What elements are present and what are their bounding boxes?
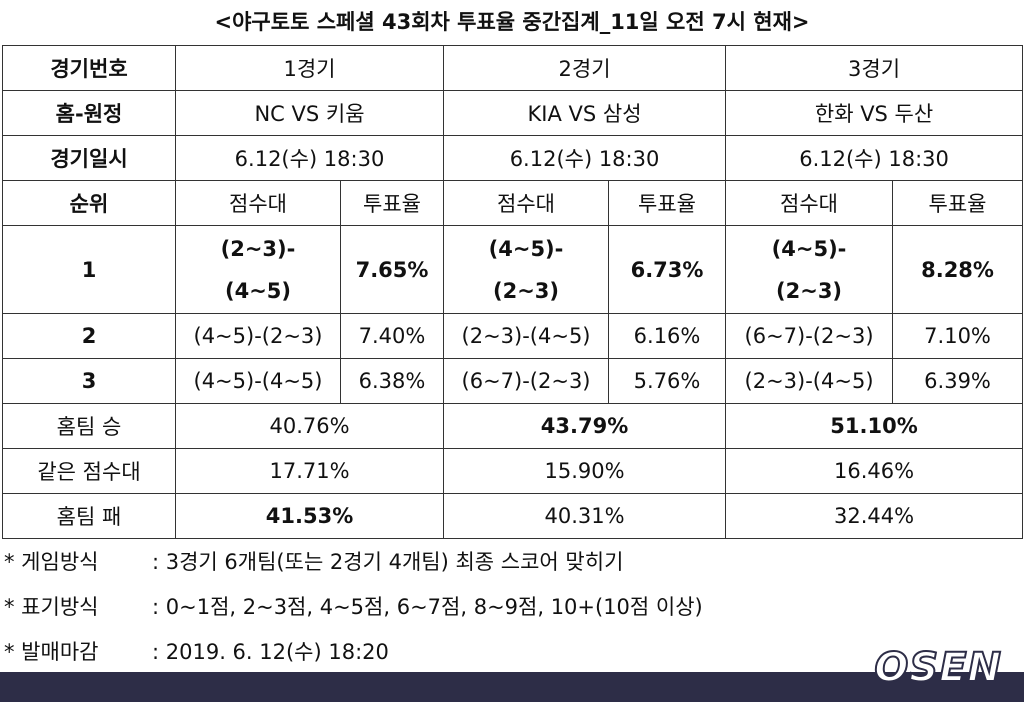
row-header: 경기일시 [2,135,176,181]
cell: 6.39% [892,358,1024,404]
cell: (4~5)-(2~3) [175,313,341,359]
row-header: 홈팀 패 [2,493,176,539]
cell: 7.65% [339,225,445,314]
cell: 43.79% [443,403,727,449]
cell: 6.12(수) 18:30 [174,135,445,181]
table-row: 홈팀 승 40.76% 43.79% 51.10% [2,403,1024,449]
cell: (2~3)-(4~5) [175,225,341,314]
note-text: : 0~1점, 2~3점, 4~5점, 6~7점, 8~9점, 10+(10점 … [152,595,703,619]
note-line: * 게임방식 : 3경기 6개팀(또는 2경기 4개팀) 최종 스코어 맞히기 [4,545,703,590]
footer-bar [0,672,1024,702]
row-header: 1 [2,225,176,314]
title: <야구토토 스페셜 43회차 투표율 중간집계_11일 오전 7시 현재> [214,10,810,34]
note-key: * 게임방식 [4,550,99,574]
cell: 투표율 [892,180,1024,226]
cell: 17.71% [174,448,445,494]
cell: 2경기 [443,45,727,91]
cell: (2~3)-(4~5) [443,313,610,359]
cell: 투표율 [339,180,445,226]
row-header: 홈-원정 [2,90,176,136]
table-row: 홈-원정 NC VS 키움 KIA VS 삼성 한화 VS 두산 [2,90,1024,136]
row-header: 같은 점수대 [2,448,176,494]
cell: KIA VS 삼성 [443,90,727,136]
cell: (4~5)-(4~5) [175,358,341,404]
note-line: * 발매마감 : 2019. 6. 12(수) 18:20 [4,635,703,680]
cell: 16.46% [725,448,1024,494]
cell: 5.76% [608,358,727,404]
table-row: 같은 점수대 17.71% 15.90% 16.46% [2,448,1024,494]
cell: 6.12(수) 18:30 [725,135,1024,181]
table-row: 3 (4~5)-(4~5) 6.38% (6~7)-(2~3) 5.76% (2~3)-(… [2,358,1024,404]
logo: OSEN [873,644,1002,692]
cell: 6.73% [608,225,727,314]
cell: (6~7)-(2~3) [443,358,610,404]
row-header: 3 [2,358,176,404]
notes: * 게임방식: 3경기 6개팀(또는 2경기 4개팀) 최종 스코어 맞히기 * … [4,545,703,680]
table-row: 경기일시 6.12(수) 18:30 6.12(수) 18:30 6.12(수) 18… [2,135,1024,181]
cell: 점수대 [175,180,341,226]
cell: 점수대 [725,180,894,226]
cell: 투표율 [608,180,727,226]
cell: NC VS 키움 [174,90,445,136]
cell: 32.44% [725,493,1024,539]
table-row: 2 (4~5)-(2~3) 7.40% (2~3)-(4~5) 6.16% (6~7)-(… [2,313,1024,359]
cell: 1경기 [174,45,445,91]
note-text: : 3경기 6개팀(또는 2경기 4개팀) 최종 스코어 맞히기 [152,550,624,574]
cell: 7.40% [339,313,445,359]
note-key: * 표기방식 [4,595,99,619]
cell-text: (2~3)-(4~5) [220,236,296,303]
cell: 41.53% [174,493,445,539]
vote-table: 경기번호 1경기 2경기 3경기 홈-원정 NC VS 키움 KIA VS 삼성 한화 VS … [2,45,1024,539]
table-row: 1 (2~3)-(4~5) 7.65% (4~5)-(2~3) 6.73% (4~5)-(… [2,225,1024,314]
cell: 8.28% [892,225,1024,314]
cell-text: (4~5)-(2~3) [488,236,564,303]
cell: 6.16% [608,313,727,359]
row-header: 홈팀 승 [2,403,176,449]
cell: (4~5)-(2~3) [725,225,894,314]
cell-text: (4~5)-(2~3) [771,236,847,303]
cell: (2~3)-(4~5) [725,358,894,404]
cell: 51.10% [725,403,1024,449]
cell: (6~7)-(2~3) [725,313,894,359]
cell: 15.90% [443,448,727,494]
cell: 6.12(수) 18:30 [443,135,727,181]
note-line: * 표기방식 : 0~1점, 2~3점, 4~5점, 6~7점, 8~9점, 10… [4,590,703,635]
table-row: 경기번호 1경기 2경기 3경기 [2,45,1024,91]
cell: 40.31% [443,493,727,539]
note-text: : 2019. 6. 12(수) 18:20 [152,640,389,664]
cell: 6.38% [339,358,445,404]
table-row: 순위 점수대 투표율 점수대 투표율 점수대 투표율 [2,180,1024,226]
table-row: 홈팀 패 41.53% 40.31% 32.44% [2,493,1024,539]
cell: (4~5)-(2~3) [443,225,610,314]
cell: 한화 VS 두산 [725,90,1024,136]
cell: 7.10% [892,313,1024,359]
cell: 점수대 [443,180,610,226]
cell: 3경기 [725,45,1024,91]
note-key: * 발매마감 [4,640,99,664]
row-header: 2 [2,313,176,359]
row-header: 순위 [2,180,176,226]
row-header: 경기번호 [2,45,176,91]
cell: 40.76% [174,403,445,449]
